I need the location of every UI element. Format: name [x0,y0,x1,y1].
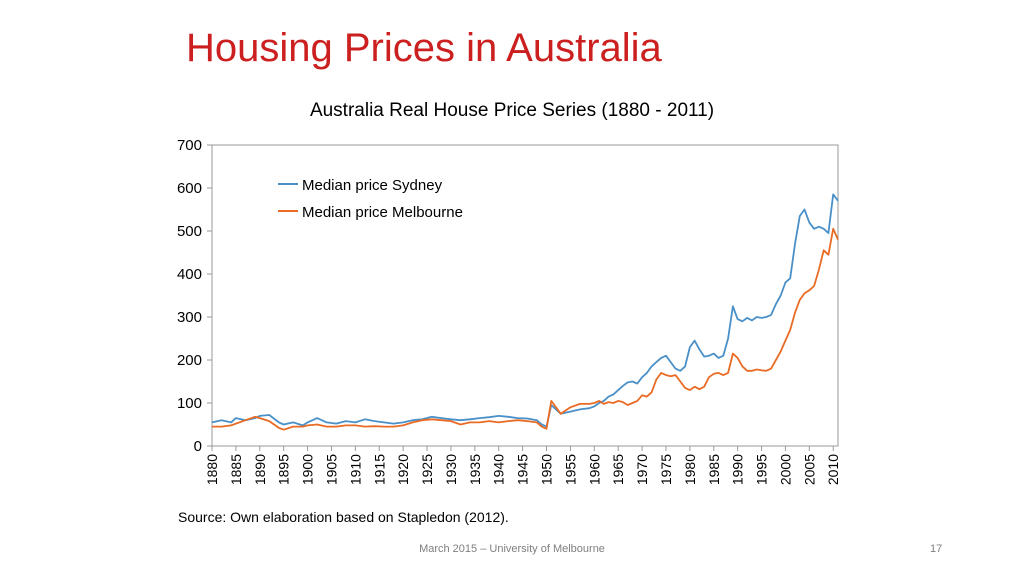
legend-label: Median price Melbourne [302,204,463,221]
x-tick-label: 1925 [419,454,435,485]
x-tick-label: 1885 [228,454,244,485]
x-tick-label: 2010 [825,454,841,485]
x-tick-label: 1975 [658,454,674,485]
x-tick-label: 1965 [610,454,626,485]
x-tick-label: 1940 [491,454,507,485]
series-line-melbourne [212,227,839,431]
x-tick-label: 1990 [730,454,746,485]
x-tick-label: 2000 [777,454,793,485]
y-tick-label: 100 [177,395,202,412]
x-tick-label: 1930 [443,454,459,485]
x-tick-label: 1935 [467,454,483,485]
x-tick-label: 1960 [586,454,602,485]
slide-title: Housing Prices in Australia [186,26,662,70]
x-tick-label: 1995 [754,454,770,485]
footer-text: March 2015 – University of Melbourne [419,543,605,555]
chart-axes: 0 100 200 300 400 500 600 700 1880 1885 1890 1895 19… [177,137,841,485]
plot-frame [211,144,839,447]
x-tick-label: 1955 [562,454,578,485]
legend-label: Median price Sydney [302,177,443,194]
x-tick-label: 1880 [204,454,220,485]
x-tick-label: 1890 [252,454,268,485]
x-tick-label: 1895 [276,454,292,485]
y-tick-label: 0 [194,438,202,455]
x-tick-label: 1920 [395,454,411,485]
y-tick-label: 600 [177,180,202,197]
y-tick-label: 500 [177,223,202,240]
y-tick-label: 700 [177,137,202,154]
x-tick-label: 1915 [371,454,387,485]
page-number: 17 [930,543,943,555]
source-note: Source: Own elaboration based on Stapled… [178,509,509,525]
series-line-sydney [211,193,839,428]
x-tick-label: 1985 [706,454,722,485]
chart-series [211,193,839,431]
y-tick-label: 300 [177,309,202,326]
x-tick-label: 2005 [801,454,817,485]
x-tick-label: 1945 [515,454,531,485]
x-tick-label: 1900 [300,454,316,485]
x-tick-label: 1950 [539,454,555,485]
x-tick-label: 1905 [323,454,339,485]
x-tick-label: 1980 [682,454,698,485]
chart-title: Australia Real House Price Series (1880 … [310,100,714,121]
y-tick-label: 400 [177,266,202,283]
x-tick-label: 1910 [347,454,363,485]
x-tick-label: 1970 [634,454,650,485]
y-tick-label: 200 [177,352,202,369]
chart-legend: Median price Sydney Median price Melbourn… [278,177,463,221]
